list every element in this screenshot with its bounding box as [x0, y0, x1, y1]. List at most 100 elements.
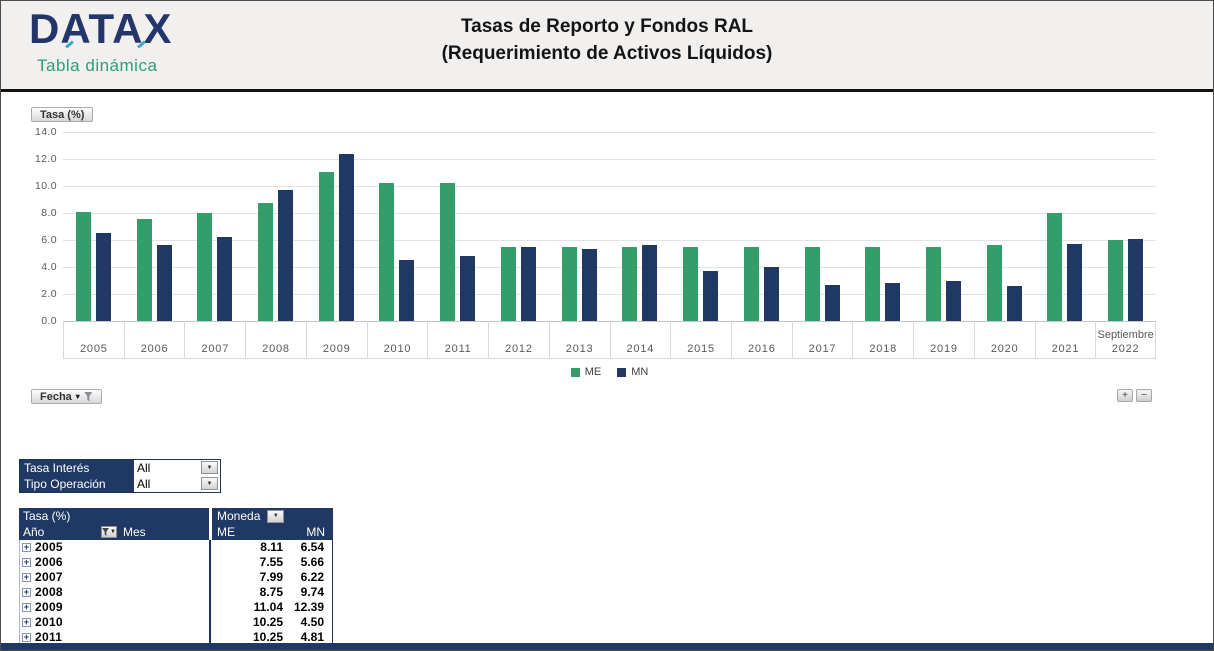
- legend-swatch-icon: [617, 367, 627, 377]
- bar-mn-2022[interactable]: [1128, 238, 1144, 321]
- filter-value[interactable]: All: [134, 476, 199, 492]
- expand-icon[interactable]: +: [22, 572, 31, 582]
- x-axis-label: 2022: [1111, 343, 1140, 355]
- me-value-cell: 10.25: [252, 630, 283, 644]
- bar-mn-2017[interactable]: [824, 284, 840, 321]
- bar-mn-2009[interactable]: [338, 153, 354, 321]
- legend-label: MN: [631, 366, 649, 378]
- bar-me-2011[interactable]: [440, 182, 456, 321]
- column-header-me: ME: [217, 525, 235, 539]
- me-value-cell: 11.04: [253, 600, 283, 614]
- bar-mn-2014[interactable]: [642, 245, 658, 321]
- expand-all-button[interactable]: +: [1117, 389, 1133, 402]
- x-axis-label: 2012: [505, 343, 533, 355]
- gridline: [63, 186, 1156, 187]
- expand-icon[interactable]: +: [22, 602, 31, 612]
- year-cell[interactable]: +2006: [20, 555, 209, 570]
- dropdown-arrow-icon: ▼: [272, 513, 279, 519]
- filter-dropdown-button[interactable]: ▼: [201, 477, 218, 490]
- bar-me-2008[interactable]: [258, 202, 274, 321]
- bar-me-2006[interactable]: [136, 219, 152, 321]
- x-axis-category-2022: Septiembre 2022: [1095, 321, 1156, 359]
- bar-mn-2012[interactable]: [520, 246, 536, 321]
- axis-field-label: Fecha: [40, 390, 72, 403]
- expand-icon[interactable]: +: [22, 542, 31, 552]
- bar-mn-2020[interactable]: [1006, 285, 1022, 321]
- bar-mn-2019[interactable]: [945, 280, 961, 321]
- table-row-2009: +2009 11.04 12.39: [20, 600, 332, 615]
- bar-mn-2018[interactable]: [885, 283, 901, 321]
- column-header-mn: MN: [306, 525, 325, 539]
- bar-me-2019[interactable]: [925, 246, 941, 321]
- logo-subtitle: Tabla dinámica: [37, 56, 158, 75]
- moneda-dropdown-button[interactable]: ▼: [267, 509, 285, 523]
- bar-mn-2021[interactable]: [1067, 244, 1083, 321]
- collapse-all-button[interactable]: −: [1136, 389, 1152, 402]
- bar-mn-2010[interactable]: [399, 260, 415, 321]
- pivot-header-gap: [209, 524, 212, 540]
- year-cell[interactable]: +2011: [20, 630, 209, 645]
- bar-me-2017[interactable]: [804, 246, 820, 321]
- bar-mn-2013[interactable]: [581, 249, 597, 321]
- report-filters: Tasa Interés All ▼ Tipo Operación All ▼: [19, 459, 221, 493]
- year-cell[interactable]: +2007: [20, 570, 209, 585]
- table-row-2005: +2005 8.11 6.54: [20, 540, 332, 555]
- bottom-border-bar: [1, 643, 1213, 650]
- bar-me-2015[interactable]: [683, 246, 699, 321]
- bar-me-2010[interactable]: [379, 182, 395, 321]
- ano-filter-button[interactable]: ▼: [101, 526, 117, 538]
- chart-zoom-controls: + −: [1117, 389, 1152, 402]
- filter-row: Tipo Operación All ▼: [20, 476, 220, 492]
- bar-mn-2008[interactable]: [278, 189, 294, 321]
- bar-me-2016[interactable]: [743, 246, 759, 321]
- year-label: 2008: [35, 585, 63, 599]
- datax-logo: DATAX: [29, 5, 173, 52]
- table-section-divider: [209, 585, 211, 600]
- legend-label: ME: [584, 366, 602, 378]
- bar-mn-2006[interactable]: [156, 244, 172, 321]
- header-banner: DATAX Tabla dinámica Tasas de Reporto y …: [1, 1, 1213, 92]
- bar-me-2009[interactable]: [318, 171, 334, 321]
- table-section-divider: [209, 615, 211, 630]
- expand-icon[interactable]: +: [22, 617, 31, 627]
- x-axis-label: 2014: [626, 343, 655, 355]
- y-axis-tick-label: 0.0: [41, 314, 57, 327]
- year-cell[interactable]: +2009: [20, 600, 209, 615]
- year-cell[interactable]: +2010: [20, 615, 209, 630]
- bar-mn-2005[interactable]: [95, 232, 111, 321]
- bar-me-2013[interactable]: [561, 246, 577, 321]
- year-cell[interactable]: +2008: [20, 585, 209, 600]
- value-field-button[interactable]: Tasa (%): [31, 107, 94, 122]
- bar-mn-2011[interactable]: [460, 256, 476, 321]
- y-axis-tick-label: 2.0: [41, 287, 57, 300]
- bar-mn-2007[interactable]: [217, 237, 233, 321]
- axis-field-button[interactable]: Fecha ▾: [31, 389, 102, 404]
- bar-me-2020[interactable]: [986, 245, 1002, 321]
- expand-icon[interactable]: +: [22, 557, 31, 567]
- expand-icon[interactable]: +: [22, 587, 31, 597]
- filter-row: Tasa Interés All ▼: [20, 460, 220, 476]
- bar-me-2021[interactable]: [1047, 213, 1063, 321]
- table-row-2006: +2006 7.55 5.66: [20, 555, 332, 570]
- filter-dropdown-button[interactable]: ▼: [201, 461, 218, 474]
- bar-me-2022[interactable]: [1108, 240, 1124, 321]
- bar-mn-2015[interactable]: [703, 271, 719, 321]
- expand-icon[interactable]: +: [22, 632, 31, 642]
- me-value-cell: 10.25: [252, 615, 283, 629]
- bar-me-2012[interactable]: [500, 246, 516, 321]
- filter-value[interactable]: All: [134, 460, 199, 476]
- bar-me-2014[interactable]: [622, 246, 638, 321]
- gridline: [63, 294, 1156, 295]
- bar-me-2007[interactable]: [197, 213, 213, 321]
- bar-me-2005[interactable]: [75, 211, 91, 321]
- table-section-divider: [209, 570, 211, 585]
- year-label: 2010: [35, 615, 63, 629]
- year-cell[interactable]: +2005: [20, 540, 209, 555]
- x-axis-label: 2010: [383, 343, 412, 355]
- bar-me-2018[interactable]: [865, 246, 881, 321]
- mn-value-cell: 5.66: [300, 555, 324, 569]
- dropdown-arrow-icon: ▼: [206, 464, 213, 471]
- bar-mn-2016[interactable]: [763, 267, 779, 321]
- legend-item-mn: MN: [617, 366, 648, 378]
